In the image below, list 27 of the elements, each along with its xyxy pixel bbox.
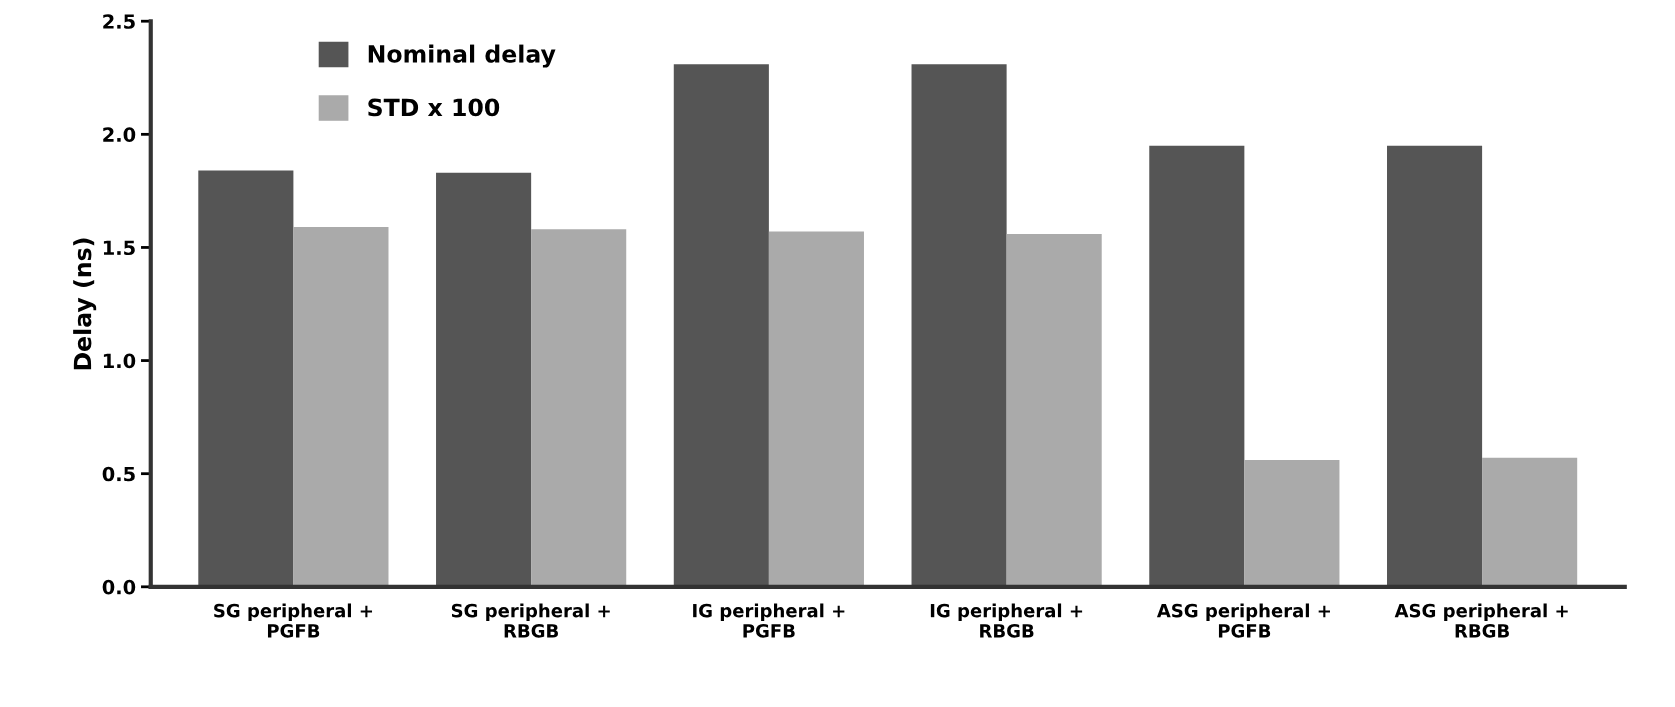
x-tick-label: SG peripheral + PGFB (214, 603, 373, 638)
y-tick-label: 2.5 (103, 14, 135, 29)
x-tick-label: ASG peripheral + PGFB (1156, 603, 1330, 638)
y-axis-title: Delay (ns) (73, 238, 97, 370)
y-tick-label: 1.5 (103, 240, 135, 256)
bar (1006, 233, 1102, 587)
bar (1149, 145, 1245, 587)
bar (531, 229, 627, 587)
x-tick-label: ASG peripheral + RBGB (1394, 603, 1568, 638)
y-tick-label: 2.0 (103, 127, 136, 142)
bar (1244, 460, 1340, 587)
y-tick-label: 0.0 (102, 579, 136, 595)
x-tick-label: SG peripheral + RBGB (451, 603, 610, 638)
bar (293, 227, 389, 587)
x-tick-label: IG peripheral + RBGB (930, 603, 1083, 638)
x-tick-label: IG peripheral + PGFB (693, 603, 845, 638)
bar (198, 170, 294, 587)
bar (1482, 457, 1578, 587)
bar (1387, 145, 1483, 587)
y-tick-label: 0.5 (102, 466, 135, 482)
bar (911, 64, 1007, 587)
legend-label: Nominal delay (368, 44, 556, 68)
y-tick-label: 1.0 (103, 353, 136, 369)
bar (673, 64, 769, 587)
bar (436, 172, 532, 587)
legend-label: STD x 100 (368, 98, 500, 117)
bar (768, 231, 864, 587)
